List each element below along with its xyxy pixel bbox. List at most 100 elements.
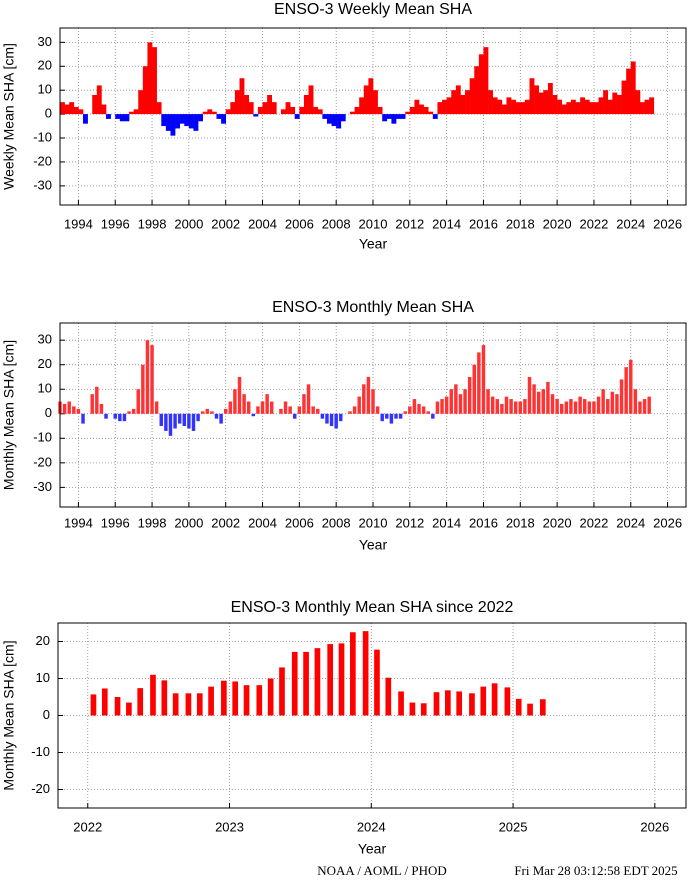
area-segment	[354, 106, 360, 115]
area-segment	[161, 114, 167, 127]
x-tick-label: 2008	[322, 216, 351, 231]
area-segment	[317, 109, 323, 115]
x-tick-label: 2014	[432, 515, 461, 530]
area-segment	[69, 102, 75, 115]
bar	[394, 413, 398, 419]
bar	[409, 702, 416, 716]
area-segment	[248, 102, 254, 115]
chart: ENSO-3 Monthly Mean SHA Year Monthly Mean …	[1, 299, 687, 553]
area-segment	[442, 99, 447, 115]
area-segment	[524, 99, 530, 115]
bar	[403, 411, 407, 414]
area-segment	[465, 90, 470, 115]
area-segment	[363, 85, 369, 115]
bar	[559, 403, 564, 414]
area-segment	[474, 66, 480, 115]
y-axis-label: Monthly Mean SHA [cm]	[1, 640, 17, 790]
x-tick-label: 1994	[64, 515, 93, 530]
x-tick-label: 2024	[616, 515, 645, 530]
area-segment	[294, 114, 300, 119]
bar	[338, 643, 345, 716]
area-segment	[92, 94, 98, 115]
x-tick-label: 2000	[174, 515, 203, 530]
bar	[495, 399, 500, 414]
bar	[578, 396, 582, 414]
x-tick-label: 1998	[138, 515, 167, 530]
area-segment	[593, 102, 599, 115]
bar	[431, 413, 435, 419]
y-tick-label: 20	[36, 633, 50, 648]
area-segment	[409, 106, 415, 115]
area-segment	[543, 90, 549, 115]
x-axis-label: Year	[358, 841, 387, 857]
bar	[619, 379, 624, 414]
bar	[513, 401, 518, 414]
x-tick-label: 2022	[579, 515, 608, 530]
x-tick-label: 2004	[248, 515, 277, 530]
bar	[314, 648, 321, 716]
bar	[251, 413, 256, 417]
area-segment	[497, 99, 503, 115]
bar	[303, 651, 309, 716]
area-segment	[253, 114, 259, 117]
area-segment	[271, 102, 277, 115]
area-segment	[147, 42, 153, 115]
area-segment	[557, 99, 563, 115]
bar	[208, 686, 214, 716]
bar	[187, 413, 191, 429]
x-tick-label: 2026	[653, 515, 682, 530]
bar	[389, 413, 394, 424]
area-segment	[612, 92, 618, 115]
bar	[550, 394, 555, 414]
area-segment	[193, 114, 199, 131]
area-segment	[423, 106, 429, 115]
bar	[233, 389, 237, 414]
area-segment	[326, 114, 332, 124]
bar	[185, 693, 192, 716]
area-segment	[538, 92, 544, 115]
area-segment	[598, 97, 604, 115]
bar	[592, 401, 596, 414]
x-tick-label: 2010	[359, 515, 388, 530]
area-segment	[561, 104, 567, 115]
bar	[173, 413, 177, 429]
y-tick-label: 30	[38, 34, 52, 49]
bar	[67, 401, 71, 414]
x-tick-label: 2025	[499, 819, 528, 834]
bar	[150, 345, 154, 414]
area-segment	[639, 102, 645, 115]
bar	[633, 389, 638, 414]
bar	[320, 413, 325, 419]
area-segment	[446, 97, 452, 115]
area-segment	[621, 80, 627, 115]
bar	[385, 413, 389, 419]
bar	[472, 364, 476, 414]
bar	[374, 649, 380, 716]
area-segment	[124, 114, 130, 122]
area-segment	[488, 90, 493, 115]
area-segment	[630, 61, 636, 115]
y-tick-label: 30	[38, 332, 52, 347]
bar	[569, 399, 573, 414]
chart: ENSO-3 Weekly Mean SHA Year Weekly Mean SH…	[1, 1, 687, 252]
chart: ENSO-3 Monthly Mean SHA since 2022 Year Mo…	[1, 599, 687, 857]
area-segment	[552, 94, 558, 115]
bar	[433, 692, 440, 716]
bar	[291, 651, 298, 716]
y-tick-label: 0	[43, 707, 50, 722]
bar	[421, 406, 426, 414]
y-tick-label: -10	[33, 430, 52, 445]
area-segment	[179, 114, 185, 124]
bar	[293, 413, 297, 419]
bar	[610, 391, 615, 414]
area-segment	[478, 54, 484, 115]
bar	[629, 359, 633, 414]
bar	[606, 399, 610, 414]
x-tick-label: 2020	[543, 216, 572, 231]
bar	[159, 413, 163, 427]
bar	[210, 411, 214, 414]
bar	[449, 389, 453, 414]
x-tick-label: 2018	[506, 515, 535, 530]
bar	[288, 406, 292, 414]
bar	[527, 703, 533, 716]
